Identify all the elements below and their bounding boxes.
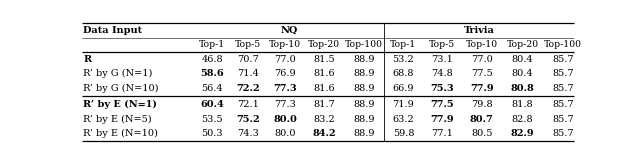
Text: 85.7: 85.7 [552, 84, 574, 93]
Text: 60.4: 60.4 [200, 100, 225, 109]
Text: NQ: NQ [281, 26, 298, 35]
Text: R’ by E (N=1): R’ by E (N=1) [83, 100, 157, 109]
Text: 85.7: 85.7 [552, 100, 574, 109]
Text: R’ by E (N=10): R’ by E (N=10) [83, 129, 158, 138]
Text: 77.0: 77.0 [275, 55, 296, 64]
Text: Top-20: Top-20 [308, 40, 340, 49]
Text: 81.5: 81.5 [314, 55, 335, 64]
Text: 81.6: 81.6 [314, 84, 335, 93]
Text: 75.2: 75.2 [236, 115, 260, 124]
Text: 85.7: 85.7 [552, 129, 574, 138]
Text: 66.9: 66.9 [393, 84, 414, 93]
Text: 80.5: 80.5 [471, 129, 493, 138]
Text: Data Input: Data Input [83, 26, 142, 35]
Text: 77.9: 77.9 [470, 84, 493, 93]
Text: 83.2: 83.2 [313, 115, 335, 124]
Text: R: R [83, 55, 92, 64]
Text: 74.8: 74.8 [431, 69, 453, 78]
Text: 80.8: 80.8 [511, 84, 534, 93]
Text: 68.8: 68.8 [393, 69, 414, 78]
Text: 81.8: 81.8 [512, 100, 533, 109]
Text: Top-20: Top-20 [506, 40, 538, 49]
Text: 80.4: 80.4 [512, 55, 533, 64]
Text: 88.9: 88.9 [353, 129, 374, 138]
Text: 77.5: 77.5 [430, 100, 454, 109]
Text: Top-10: Top-10 [269, 40, 301, 49]
Text: R’ by G (N=1): R’ by G (N=1) [83, 69, 152, 78]
Text: 63.2: 63.2 [392, 115, 414, 124]
Text: Top-100: Top-100 [544, 40, 582, 49]
Text: R’ by G (N=10): R’ by G (N=10) [83, 84, 159, 93]
Text: 50.3: 50.3 [202, 129, 223, 138]
Text: 74.3: 74.3 [237, 129, 259, 138]
Text: 81.7: 81.7 [313, 100, 335, 109]
Text: 80.4: 80.4 [512, 69, 533, 78]
Text: 82.8: 82.8 [512, 115, 533, 124]
Text: Top-1: Top-1 [200, 40, 226, 49]
Text: Trivia: Trivia [464, 26, 495, 35]
Text: Top-1: Top-1 [390, 40, 417, 49]
Text: 85.7: 85.7 [552, 69, 574, 78]
Text: Top-5: Top-5 [235, 40, 261, 49]
Text: 88.9: 88.9 [353, 100, 374, 109]
Text: 53.5: 53.5 [202, 115, 223, 124]
Text: 59.8: 59.8 [393, 129, 414, 138]
Text: 72.1: 72.1 [237, 100, 259, 109]
Text: Top-100: Top-100 [345, 40, 383, 49]
Text: 73.1: 73.1 [431, 55, 453, 64]
Text: 88.9: 88.9 [353, 84, 374, 93]
Text: 77.3: 77.3 [273, 84, 297, 93]
Text: 76.9: 76.9 [275, 69, 296, 78]
Text: 58.6: 58.6 [201, 69, 224, 78]
Text: Top-10: Top-10 [466, 40, 498, 49]
Text: 71.4: 71.4 [237, 69, 259, 78]
Text: 88.9: 88.9 [353, 69, 374, 78]
Text: 88.9: 88.9 [353, 55, 374, 64]
Text: 46.8: 46.8 [202, 55, 223, 64]
Text: 80.0: 80.0 [273, 115, 298, 124]
Text: 77.0: 77.0 [471, 55, 493, 64]
Text: 80.7: 80.7 [470, 115, 493, 124]
Text: 71.9: 71.9 [392, 100, 414, 109]
Text: 84.2: 84.2 [312, 129, 336, 138]
Text: 80.0: 80.0 [275, 129, 296, 138]
Text: R’ by E (N=5): R’ by E (N=5) [83, 115, 152, 124]
Text: 79.8: 79.8 [471, 100, 493, 109]
Text: Top-5: Top-5 [429, 40, 455, 49]
Text: 56.4: 56.4 [202, 84, 223, 93]
Text: 85.7: 85.7 [552, 55, 574, 64]
Text: 77.5: 77.5 [471, 69, 493, 78]
Text: 77.3: 77.3 [275, 100, 296, 109]
Text: 88.9: 88.9 [353, 115, 374, 124]
Text: 77.1: 77.1 [431, 129, 453, 138]
Text: 53.2: 53.2 [392, 55, 414, 64]
Text: 85.7: 85.7 [552, 115, 574, 124]
Text: 75.3: 75.3 [430, 84, 454, 93]
Text: 72.2: 72.2 [236, 84, 260, 93]
Text: 70.7: 70.7 [237, 55, 259, 64]
Text: 81.6: 81.6 [314, 69, 335, 78]
Text: 77.9: 77.9 [430, 115, 454, 124]
Text: 82.9: 82.9 [511, 129, 534, 138]
